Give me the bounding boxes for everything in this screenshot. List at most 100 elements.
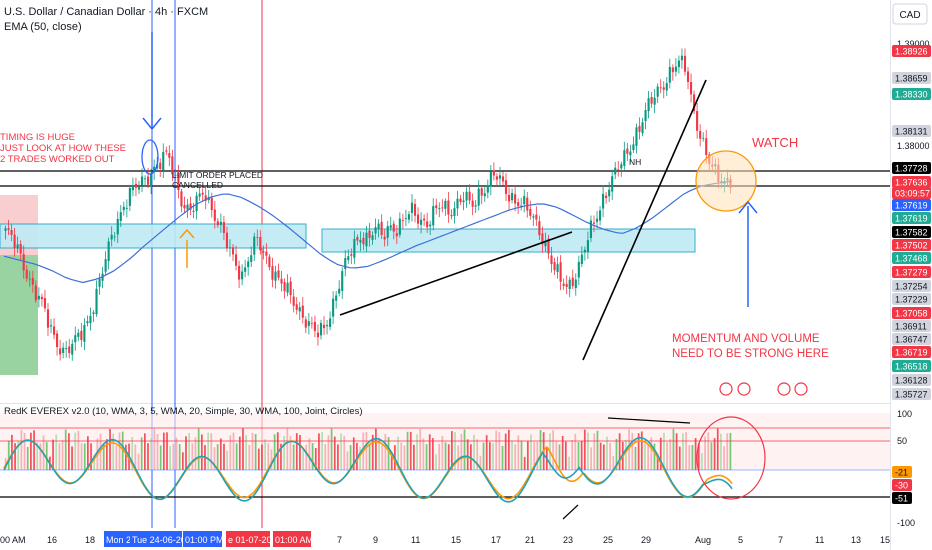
candle-body [98, 278, 101, 287]
candle-body [256, 237, 259, 239]
up-arrow-head-orange-icon [179, 228, 195, 239]
candle-body [395, 233, 398, 237]
ema-legend[interactable]: EMA (50, close) [4, 21, 82, 33]
indicator-title[interactable]: RedK EVEREX v2.0 (10, WMA, 3, 5, WMA, 20… [4, 406, 363, 417]
candle-body [234, 254, 238, 266]
time-axis-label: Aug [695, 535, 711, 545]
candle-body [644, 110, 647, 122]
candle-body [262, 251, 265, 253]
candle-body [46, 309, 50, 328]
event-calendar-icon-2[interactable] [777, 382, 791, 396]
candle-body [89, 315, 92, 324]
price-tag [892, 388, 931, 400]
candle-body [653, 97, 656, 105]
candle-body [507, 194, 511, 202]
candle-body [253, 236, 256, 255]
symbol-title[interactable]: U.S. Dollar / Canadian Dollar · 4h · FXC… [4, 6, 209, 18]
price-tag-text: 1.36518 [895, 362, 928, 372]
candle-body [62, 347, 65, 353]
candle-body [350, 254, 353, 256]
candle-body [635, 127, 638, 146]
price-tick-label: 1.39000 [897, 39, 930, 49]
time-axis-label: 25 [603, 535, 613, 545]
candle-body [59, 348, 62, 355]
candle-body [86, 321, 89, 324]
indicator-tick-label: -100 [897, 518, 915, 528]
candle-body [362, 237, 365, 245]
indicator-highlight-circle [696, 416, 766, 500]
indicator-tag-text: -51 [895, 494, 908, 504]
candle-body [471, 200, 474, 207]
candle-body [7, 228, 10, 230]
price-tag [892, 374, 931, 386]
candle-body [605, 195, 608, 199]
candle-body [498, 175, 502, 179]
candle-body [25, 269, 28, 279]
candle-body [371, 235, 374, 240]
candle-body [189, 203, 192, 210]
price-tag-text: 1.37502 [895, 241, 928, 251]
event-icons[interactable] [719, 382, 808, 396]
candle-body [247, 261, 250, 268]
price-tag [892, 280, 931, 292]
candle-body [617, 169, 620, 171]
candle-body [159, 162, 162, 169]
price-tag-text: 1.38926 [895, 47, 928, 57]
candle-body [225, 232, 229, 249]
indicator-divergence-line [607, 417, 691, 424]
price-tag [892, 293, 931, 305]
price-tag [892, 266, 931, 278]
candle-body [286, 282, 289, 293]
event-calendar-icon-1[interactable] [737, 382, 751, 396]
candle-body [110, 234, 113, 240]
candle-body [250, 255, 253, 262]
candle-body [147, 176, 150, 185]
time-axis-label: 18 [85, 535, 95, 545]
candle-body [504, 180, 508, 194]
candle-body [28, 278, 31, 280]
price-tag-text: 1.37619 [895, 214, 928, 224]
candle-body [674, 66, 677, 72]
price-tag [892, 187, 931, 199]
candle-body [614, 167, 617, 175]
candle-body [271, 266, 274, 280]
candle-body [535, 214, 538, 220]
candle-body [49, 325, 53, 327]
time-axis-label: 11 [411, 535, 420, 545]
candle-body [383, 236, 386, 240]
candle-body [301, 305, 304, 318]
price-tag [892, 176, 931, 188]
candle-body [368, 230, 371, 238]
price-tag-text: 1.37229 [895, 295, 928, 305]
time-axis-tag-text: e 01-07-2025 [228, 535, 282, 545]
candle-body [377, 223, 380, 229]
time-axis-label: 29 [641, 535, 651, 545]
candle-body [186, 204, 189, 210]
price-tag-text: 1.38330 [895, 90, 928, 100]
event-calendar-icon-3[interactable] [794, 382, 808, 396]
currency-button[interactable] [892, 3, 928, 25]
indicator-tick-label: 50 [897, 436, 907, 446]
candle-body [577, 261, 580, 278]
candle-body [213, 209, 216, 221]
event-flash-icon[interactable] [719, 382, 733, 396]
candle-body [310, 322, 313, 324]
time-axis[interactable] [0, 528, 890, 550]
candle-body [325, 325, 329, 327]
candle-body [671, 67, 674, 73]
candle-body [668, 66, 671, 83]
time-axis-tag [273, 531, 311, 547]
price-tag-text: 1.37279 [895, 268, 928, 278]
price-tag [892, 333, 931, 345]
candle-body [465, 191, 468, 201]
candle-body [595, 218, 599, 222]
candle-body [683, 55, 687, 72]
price-tag [892, 162, 931, 174]
price-tag-text: 1.36911 [895, 322, 927, 332]
time-axis-tag [130, 531, 182, 547]
candle-body [180, 191, 183, 207]
candle-body [277, 270, 280, 278]
candle-body [699, 130, 702, 139]
candle-body [40, 296, 43, 300]
indicator-tag-text: -21 [895, 468, 908, 478]
